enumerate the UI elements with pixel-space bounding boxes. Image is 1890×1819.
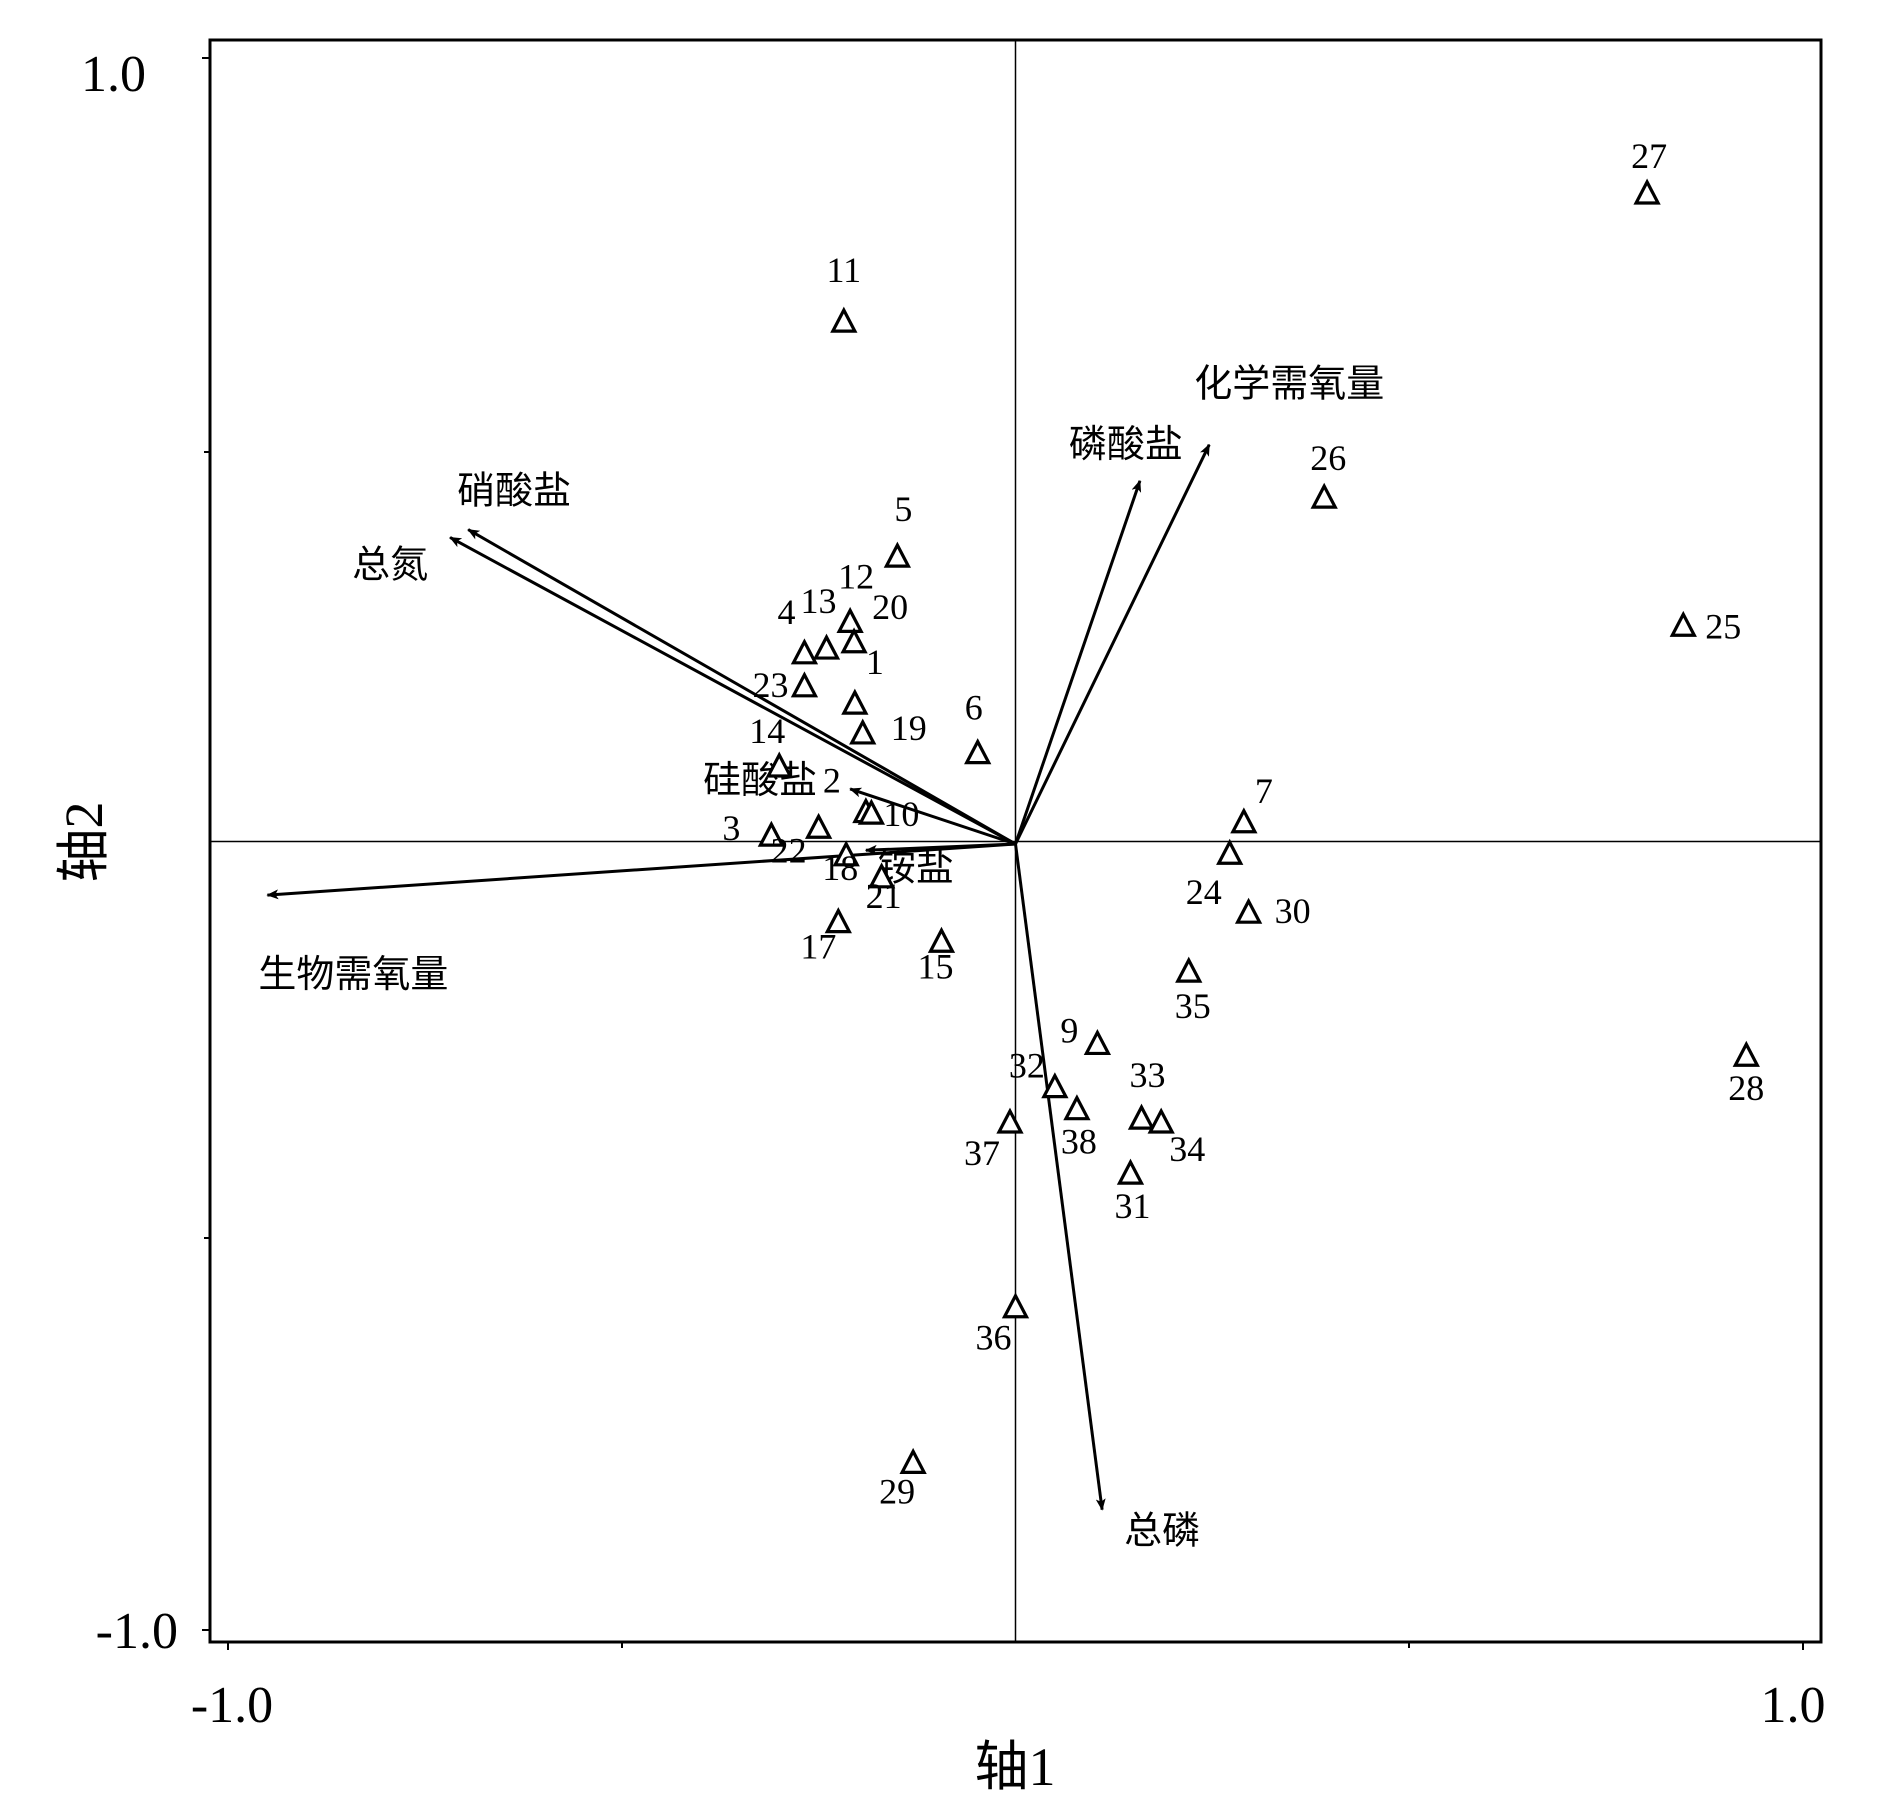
site-marker xyxy=(1669,610,1697,637)
site-label: 38 xyxy=(1061,1122,1097,1162)
vector-label: 总氮 xyxy=(352,544,428,586)
site-label: 14 xyxy=(749,711,785,751)
site-label: 29 xyxy=(879,1471,915,1511)
site-label: 21 xyxy=(866,876,902,916)
site-label: 30 xyxy=(1275,891,1311,931)
site-label: 18 xyxy=(822,848,858,888)
site-label: 36 xyxy=(976,1318,1012,1358)
site-marker xyxy=(1216,838,1244,865)
site-label: 1 xyxy=(866,642,884,682)
site-label: 33 xyxy=(1130,1055,1166,1095)
site-marker xyxy=(1234,897,1263,924)
site-marker xyxy=(790,638,819,665)
site-label: 11 xyxy=(826,250,861,290)
axis-ticks xyxy=(202,57,1804,1650)
site-label: 5 xyxy=(894,489,912,529)
site-marker xyxy=(899,1447,927,1474)
vector-label: 硅酸盐 xyxy=(703,760,817,802)
site-marker xyxy=(1147,1107,1175,1134)
vector-arrow xyxy=(1014,843,1106,1511)
vector-arrow xyxy=(467,528,1017,846)
site-marker xyxy=(836,606,864,633)
site-marker xyxy=(1732,1040,1760,1067)
site-label: 35 xyxy=(1175,986,1211,1026)
site-marker xyxy=(840,627,868,654)
site-label: 24 xyxy=(1186,872,1222,912)
site-label: 9 xyxy=(1060,1010,1078,1050)
site-label: 19 xyxy=(891,708,927,748)
site-label: 7 xyxy=(1255,771,1273,811)
site-marker xyxy=(841,688,869,715)
site-marker xyxy=(832,840,860,867)
x-axis-title: 轴1 xyxy=(975,1737,1056,1797)
site-label: 31 xyxy=(1114,1186,1150,1226)
vector-label: 磷酸盐 xyxy=(1069,424,1183,466)
site-label: 13 xyxy=(801,581,837,621)
site-label: 10 xyxy=(883,794,919,834)
site-marker xyxy=(1175,956,1203,983)
y-axis-title: 轴2 xyxy=(54,802,114,883)
site-marker xyxy=(1083,1028,1112,1056)
vector-arrow xyxy=(449,536,1017,846)
site-label: 15 xyxy=(917,946,953,986)
x-tick-label-left: -1.0 xyxy=(191,1677,273,1734)
site-marker xyxy=(1063,1094,1091,1121)
site-marker xyxy=(1310,482,1338,509)
site-label: 25 xyxy=(1705,606,1741,646)
site-label: 32 xyxy=(1009,1046,1045,1086)
site-marker xyxy=(849,718,877,745)
site-marker xyxy=(964,738,992,765)
site-marker xyxy=(1001,1292,1030,1319)
site-label: 3 xyxy=(722,808,740,848)
site-marker xyxy=(927,926,956,953)
site-marker xyxy=(757,820,786,847)
site-marker xyxy=(1127,1103,1156,1130)
site-marker xyxy=(804,812,833,839)
y-tick-label-bottom: -1.0 xyxy=(96,1603,178,1660)
site-label: 22 xyxy=(771,830,807,870)
vector-arrow xyxy=(266,842,1016,900)
x-tick-label-right: 1.0 xyxy=(1761,1677,1826,1734)
site-label: 4 xyxy=(777,592,795,632)
site-label: 6 xyxy=(965,688,983,728)
vector-arrow xyxy=(1014,443,1211,845)
vector-label: 化学需氧量 xyxy=(1194,364,1384,406)
site-marker xyxy=(996,1107,1024,1134)
site-marker xyxy=(790,671,819,698)
site-marker xyxy=(765,751,793,778)
vector-label: 生物需氧量 xyxy=(258,954,448,996)
site-marker xyxy=(1041,1072,1069,1099)
site-label: 26 xyxy=(1310,438,1346,478)
site-marker xyxy=(1633,178,1661,205)
site-points: 1234567910111213141517181920212223242526… xyxy=(722,136,1764,1511)
site-marker xyxy=(830,306,858,333)
site-marker xyxy=(857,798,886,825)
site-marker xyxy=(812,633,841,660)
y-tick-label-top: 1.0 xyxy=(81,46,146,103)
site-marker xyxy=(824,907,852,934)
vector-label: 总磷 xyxy=(1124,1511,1200,1553)
vector-arrow xyxy=(1014,479,1142,845)
vector-arrow xyxy=(849,787,1016,846)
site-label: 27 xyxy=(1631,136,1667,176)
site-label: 12 xyxy=(838,556,874,596)
vector-label: 硝酸盐 xyxy=(457,471,571,513)
site-label: 20 xyxy=(872,587,908,627)
site-marker xyxy=(867,862,896,889)
site-marker xyxy=(1230,807,1258,834)
site-marker xyxy=(883,541,912,568)
site-label: 17 xyxy=(800,927,836,967)
site-marker xyxy=(1116,1158,1145,1185)
site-label: 2 xyxy=(823,761,841,801)
site-label: 34 xyxy=(1169,1129,1205,1169)
site-label: 23 xyxy=(752,665,788,705)
site-label: 37 xyxy=(964,1133,1000,1173)
site-label: 28 xyxy=(1728,1068,1764,1108)
